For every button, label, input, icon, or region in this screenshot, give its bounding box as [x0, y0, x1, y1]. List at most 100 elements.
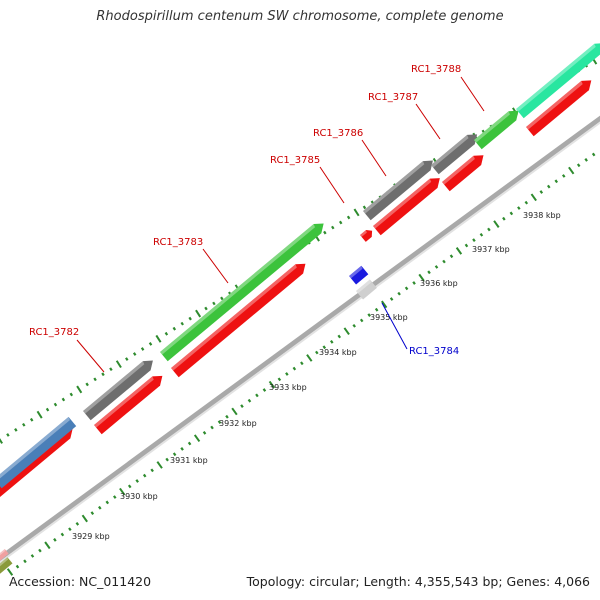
- kbp-label: 3932 kbp: [219, 419, 257, 428]
- inner-tick: [315, 350, 319, 355]
- inner-tick: [329, 339, 334, 344]
- inner-tick: [255, 393, 259, 398]
- inner-tick: [172, 452, 177, 457]
- gene-green-3788-highlight: [474, 111, 510, 143]
- gene-red-3787-highlight: [442, 155, 475, 185]
- gene-green-3783: [160, 223, 324, 362]
- gene-gray-3786: [363, 160, 433, 221]
- inner-tick: [44, 541, 51, 550]
- gene-label-rc1_3787[interactable]: RC1_3787: [368, 92, 418, 103]
- inner-tick: [322, 345, 327, 350]
- inner-tick: [119, 487, 126, 496]
- inner-tick: [217, 420, 222, 424]
- inner-tick: [418, 273, 425, 282]
- gene-red-3783-body: [171, 263, 306, 378]
- inner-tick: [81, 514, 88, 523]
- inner-tick: [554, 179, 559, 184]
- gene-lightgray-3784-highlight: [356, 279, 372, 294]
- outer-tick: [220, 296, 224, 301]
- gene-red-3783-highlight: [171, 264, 297, 371]
- gene-label-rc1_3783[interactable]: RC1_3783: [153, 237, 203, 248]
- gene-gray-3786-body: [363, 160, 433, 221]
- inner-tick: [262, 388, 267, 392]
- outer-tick: [164, 331, 169, 336]
- inner-tick: [277, 377, 282, 382]
- inner-tick: [112, 495, 117, 499]
- outer-tick: [212, 301, 216, 306]
- inner-tick: [591, 152, 596, 157]
- gene-label-rc1_3784[interactable]: RC1_3784: [409, 346, 459, 357]
- gene-red-3786: [373, 178, 440, 236]
- outer-tick: [45, 407, 50, 412]
- gene-red-3788: [526, 80, 592, 137]
- inner-tick: [389, 297, 394, 301]
- outer-tick: [61, 397, 66, 402]
- gene-green-3788: [474, 110, 519, 150]
- inner-tick: [337, 334, 342, 339]
- inner-tick: [502, 216, 506, 221]
- inner-tick: [442, 259, 446, 264]
- gene-pink-left: [0, 549, 9, 563]
- outer-tick: [172, 326, 177, 331]
- inner-tick: [68, 527, 72, 532]
- inner-tick: [53, 538, 57, 542]
- gene-lightgray-3784: [356, 279, 377, 300]
- outer-tick: [53, 402, 58, 407]
- inner-tick: [225, 414, 229, 419]
- gene-label-rc1_3782[interactable]: RC1_3782: [29, 327, 79, 338]
- inner-tick: [530, 193, 537, 202]
- gene-blue-3784-highlight: [349, 265, 363, 279]
- inner-tick: [472, 238, 476, 243]
- callout-leader-line: [76, 339, 105, 373]
- inner-tick: [285, 372, 289, 376]
- gene-label-rc1_3788[interactable]: RC1_3788: [411, 64, 461, 75]
- inner-tick: [547, 184, 551, 189]
- inner-tick: [300, 361, 304, 366]
- inner-tick: [487, 227, 491, 232]
- kbp-label: 3934 kbp: [319, 348, 357, 357]
- gene-gray-3782-highlight: [83, 361, 145, 414]
- chromosome-backbone: [0, 115, 600, 564]
- genome-summary-text: Topology: circular; Length: 4,355,543 bp…: [246, 574, 590, 589]
- gene-green-3783-highlight: [160, 223, 316, 355]
- inner-tick: [240, 404, 244, 408]
- inner-tick: [210, 425, 214, 430]
- inner-tick: [127, 484, 132, 489]
- inner-tick: [455, 247, 463, 255]
- gene-red-3782-body: [94, 375, 163, 435]
- inner-tick: [268, 380, 276, 389]
- gene-red-3782: [94, 375, 163, 435]
- kbp-label: 3935 kbp: [370, 313, 408, 322]
- inner-tick: [352, 323, 356, 328]
- outer-tick: [338, 220, 343, 225]
- outer-tick: [155, 334, 162, 343]
- gene-blue-left: [0, 416, 77, 489]
- kbp-label: 3929 kbp: [72, 532, 110, 541]
- inner-tick: [60, 532, 65, 537]
- outer-tick: [125, 357, 129, 361]
- callout-leader-line: [319, 166, 345, 204]
- gene-label-rc1_3785[interactable]: RC1_3785: [270, 155, 320, 166]
- outer-tick: [180, 321, 184, 326]
- gene-gray-3787-highlight: [431, 134, 469, 168]
- gene-green-3788-body: [474, 110, 519, 150]
- inner-tick: [193, 434, 201, 443]
- gene-callouts: RC1_3782 RC1_3783 RC1_3784 RC1_3785 RC1_3786…: [29, 64, 485, 373]
- kbp-label: 3930 kbp: [120, 492, 158, 501]
- outer-tick: [115, 360, 122, 369]
- inner-tick: [23, 559, 27, 564]
- outer-tick: [204, 306, 208, 311]
- gene-gray-3782: [83, 360, 153, 421]
- gene-label-rc1_3786[interactable]: RC1_3786: [313, 128, 363, 139]
- callout-leader-line: [415, 103, 441, 140]
- backbone-shadow: [0, 121, 600, 564]
- gene-blue-left-highlight: [0, 416, 70, 482]
- gene-red-3787-body: [442, 155, 484, 192]
- outer-tick: [76, 385, 83, 394]
- outer-tick: [6, 433, 10, 437]
- outer-tick: [93, 377, 97, 382]
- inner-tick: [343, 327, 350, 335]
- kbp-label: 3936 kbp: [420, 279, 458, 288]
- outer-tick: [188, 316, 192, 321]
